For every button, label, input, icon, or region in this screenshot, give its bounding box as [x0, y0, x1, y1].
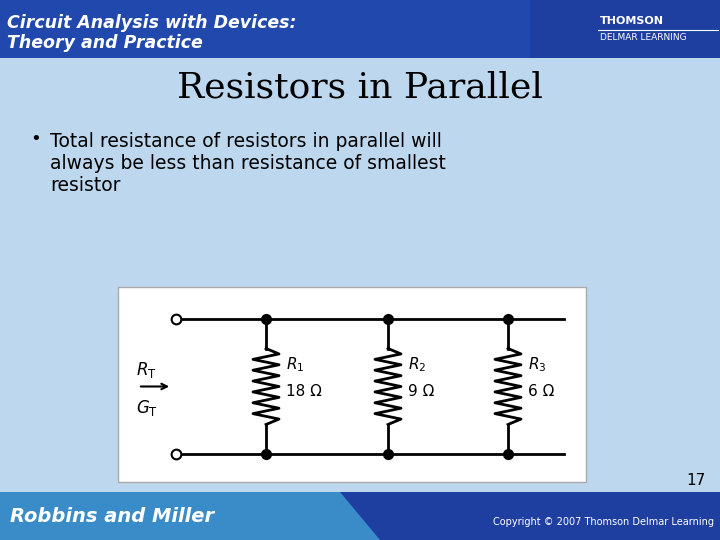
Text: resistor: resistor — [50, 176, 120, 195]
Bar — [118, 287, 586, 482]
Text: DELMAR LEARNING: DELMAR LEARNING — [600, 33, 687, 42]
Text: 9 Ω: 9 Ω — [408, 384, 434, 399]
Text: 6 Ω: 6 Ω — [528, 384, 554, 399]
Text: $R_3$: $R_3$ — [528, 355, 546, 374]
Text: Robbins and Miller: Robbins and Miller — [10, 507, 214, 525]
Polygon shape — [0, 492, 380, 540]
Bar — [0, 0, 530, 58]
Text: THOMSON: THOMSON — [600, 16, 664, 26]
Text: $R_1$: $R_1$ — [286, 355, 305, 374]
Bar — [0, 0, 720, 58]
Text: $R_2$: $R_2$ — [408, 355, 426, 374]
Text: •: • — [30, 130, 41, 148]
Text: Resistors in Parallel: Resistors in Parallel — [177, 70, 543, 104]
Text: Total resistance of resistors in parallel will: Total resistance of resistors in paralle… — [50, 132, 442, 151]
Text: Theory and Practice: Theory and Practice — [7, 34, 203, 52]
Text: Circuit Analysis with Devices:: Circuit Analysis with Devices: — [7, 14, 297, 32]
Text: always be less than resistance of smallest: always be less than resistance of smalle… — [50, 154, 446, 173]
Bar — [0, 58, 720, 492]
Text: 17: 17 — [687, 473, 706, 488]
Text: 18 Ω: 18 Ω — [286, 384, 322, 399]
Bar — [0, 492, 720, 540]
Text: $G_{\mathrm{T}}$: $G_{\mathrm{T}}$ — [136, 399, 158, 418]
Text: $R_{\mathrm{T}}$: $R_{\mathrm{T}}$ — [136, 361, 157, 381]
Text: Copyright © 2007 Thomson Delmar Learning: Copyright © 2007 Thomson Delmar Learning — [493, 517, 714, 527]
